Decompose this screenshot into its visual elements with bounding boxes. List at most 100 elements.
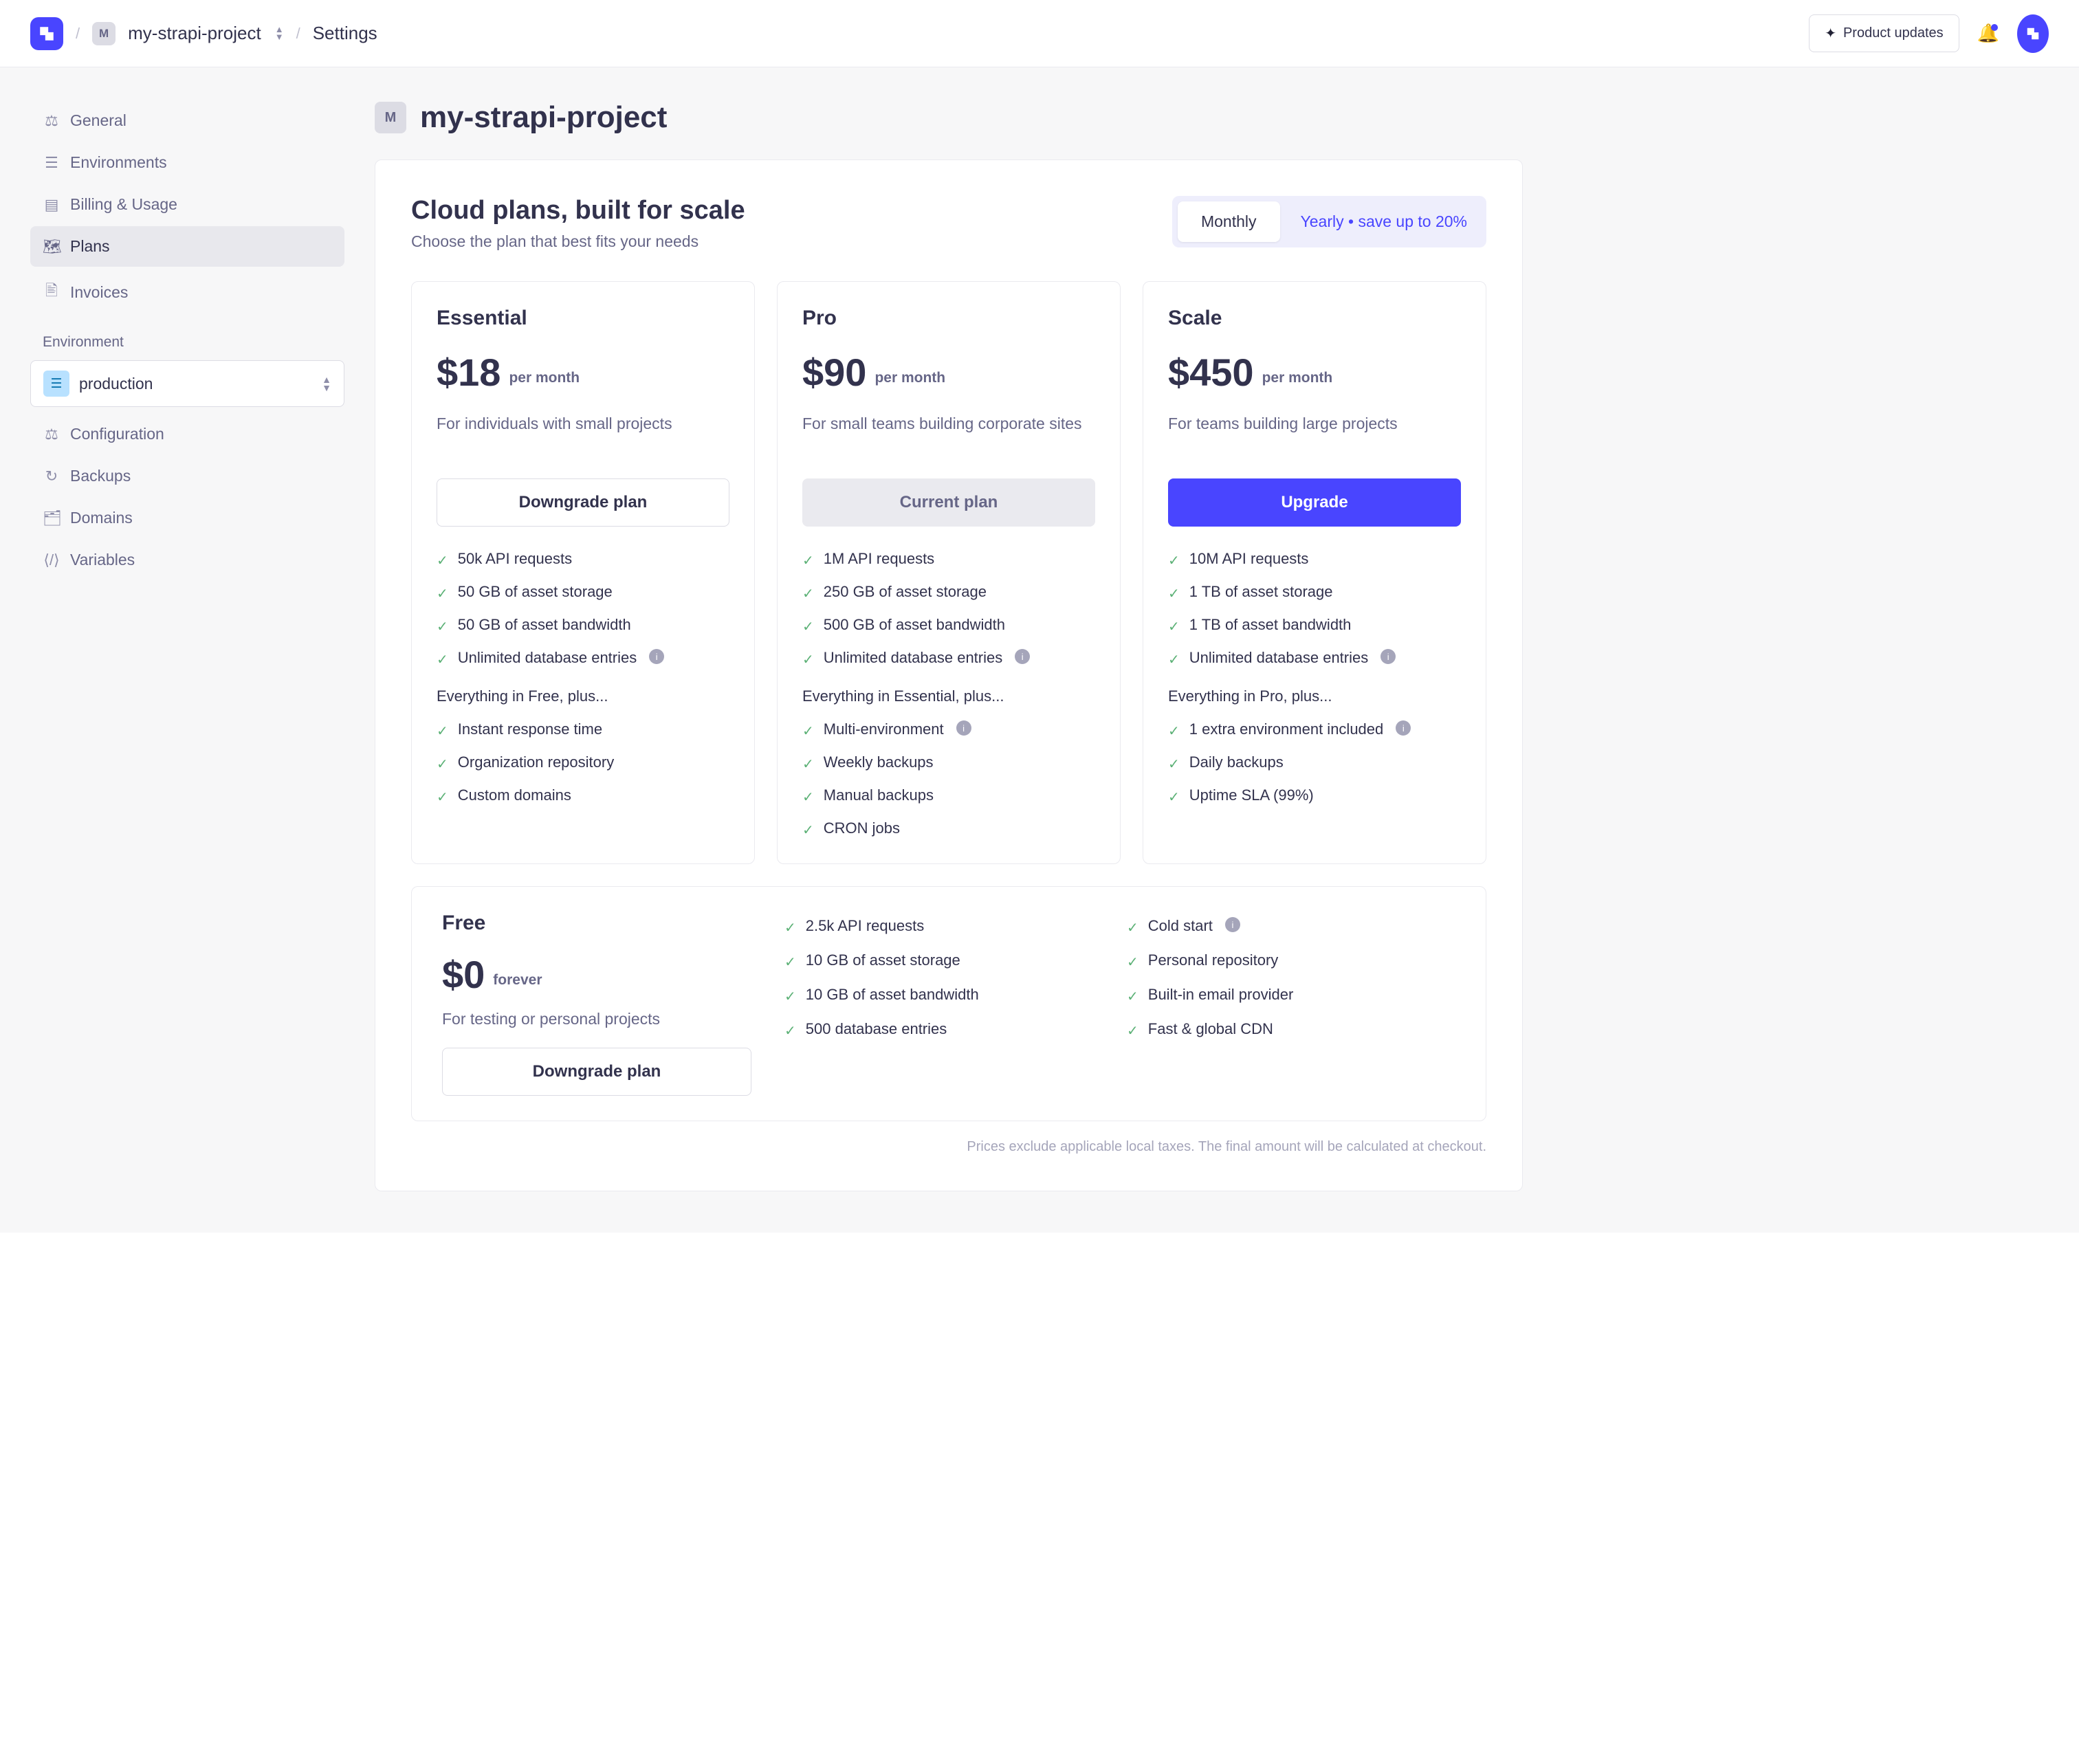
breadcrumb-separator: / — [76, 25, 80, 43]
strapi-logo[interactable] — [30, 17, 63, 50]
info-icon[interactable]: i — [1225, 917, 1240, 932]
sidebar-item-variables[interactable]: ⟨/⟩ Variables — [30, 540, 344, 580]
refresh-icon: ↻ — [43, 467, 60, 485]
plan-name: Free — [442, 912, 771, 935]
info-icon[interactable]: i — [1015, 649, 1030, 664]
feature-item: ✓ 50 GB of asset storage — [437, 583, 729, 602]
notification-dot — [1991, 24, 1998, 31]
plans-subheading: Choose the plan that best fits your need… — [411, 232, 745, 251]
sidebar-item-label: Billing & Usage — [70, 195, 177, 214]
plan-action-button-pro[interactable]: Current plan — [802, 478, 1095, 527]
sidebar-item-label: Domains — [70, 509, 133, 527]
page-body: ⚖ General ☰ Environments ▤ Billing & Usa… — [0, 67, 2079, 1233]
monthly-toggle-button[interactable]: Monthly — [1178, 201, 1280, 242]
check-icon: ✓ — [1168, 552, 1180, 569]
breadcrumb-group: / M my-strapi-project ▲ ▼ / Settings — [30, 17, 377, 50]
sidebar-item-general[interactable]: ⚖ General — [30, 100, 344, 141]
plan-description: For individuals with small projects — [437, 412, 729, 458]
sidebar-item-label: Invoices — [70, 283, 128, 302]
check-icon: ✓ — [1168, 789, 1180, 806]
check-icon: ✓ — [437, 585, 448, 602]
environment-selector[interactable]: ☰ production ▲ ▼ — [30, 360, 344, 407]
plan-feature-list: ✓ 50k API requests ✓ 50 GB of asset stor… — [437, 550, 729, 806]
sidebar-item-label: Variables — [70, 551, 135, 569]
plan-price-period: per month — [874, 370, 945, 392]
check-icon: ✓ — [1127, 988, 1138, 1005]
plan-card-free: Free $0 forever For testing or personal … — [411, 886, 1486, 1121]
breadcrumb-project-name[interactable]: my-strapi-project — [128, 23, 261, 44]
layers-icon: ☰ — [43, 154, 60, 172]
feature-item: ✓ 1 TB of asset bandwidth — [1168, 616, 1461, 635]
sidebar-item-label: Environments — [70, 153, 167, 172]
check-icon: ✓ — [784, 919, 796, 936]
info-icon[interactable]: i — [1380, 649, 1396, 664]
sidebar-item-domains[interactable]: 🗂 Domains — [30, 498, 344, 538]
main-content: M my-strapi-project Cloud plans, built f… — [375, 67, 2079, 1233]
info-icon[interactable]: i — [956, 720, 971, 736]
check-icon: ✓ — [1168, 618, 1180, 635]
plan-action-button-free[interactable]: Downgrade plan — [442, 1048, 751, 1096]
page-title-row: M my-strapi-project — [375, 100, 2049, 135]
feature-item: ✓ 50 GB of asset bandwidth — [437, 616, 729, 635]
free-plan-left-column: Free $0 forever For testing or personal … — [442, 912, 771, 1096]
feature-item: ✓ Unlimited database entries i — [437, 649, 729, 668]
check-icon: ✓ — [1168, 585, 1180, 602]
plan-feature-list: ✓ 10M API requests ✓ 1 TB of asset stora… — [1168, 550, 1461, 806]
environment-selected-label: production — [79, 375, 312, 393]
pricing-disclaimer: Prices exclude applicable local taxes. T… — [411, 1139, 1486, 1155]
check-icon: ✓ — [802, 789, 814, 806]
feature-item: ✓ CRON jobs — [802, 819, 1095, 839]
info-icon[interactable]: i — [649, 649, 664, 664]
invoice-icon: 🖹 — [43, 279, 60, 305]
left-sidebar: ⚖ General ☰ Environments ▤ Billing & Usa… — [0, 67, 375, 1233]
project-switcher-icon[interactable]: ▲ ▼ — [275, 26, 284, 41]
user-avatar-menu[interactable] — [2017, 14, 2049, 53]
plans-panel-header: Cloud plans, built for scale Choose the … — [411, 196, 1486, 251]
check-icon: ✓ — [802, 618, 814, 635]
settings-nav-list: ⚖ General ☰ Environments ▤ Billing & Usa… — [30, 100, 344, 316]
map-icon: 🗺 — [43, 238, 60, 256]
plan-action-button-essential[interactable]: Downgrade plan — [437, 478, 729, 527]
product-updates-button[interactable]: ✦ Product updates — [1809, 14, 1959, 52]
feature-item: ✓ 10 GB of asset storage — [784, 951, 1113, 971]
yearly-toggle-button[interactable]: Yearly • save up to 20% — [1287, 201, 1481, 242]
feature-sub-heading: Everything in Free, plus... — [437, 687, 729, 705]
free-plan-features-col2: ✓ Cold start i ✓ Personal repository ✓ B… — [1127, 912, 1455, 1039]
feature-item: ✓ Custom domains — [437, 786, 729, 806]
feature-item: ✓ Personal repository — [1127, 951, 1455, 971]
feature-item: ✓ Organization repository — [437, 753, 729, 773]
sidebar-item-invoices[interactable]: 🖹 Invoices — [30, 268, 344, 316]
plan-action-button-scale[interactable]: Upgrade — [1168, 478, 1461, 527]
plan-price-period: per month — [509, 370, 580, 392]
feature-item: ✓ 1M API requests — [802, 550, 1095, 569]
plan-description: For small teams building corporate sites — [802, 412, 1095, 458]
feature-item: ✓ 250 GB of asset storage — [802, 583, 1095, 602]
sidebar-item-plans[interactable]: 🗺 Plans — [30, 226, 344, 267]
plan-price: $0 — [442, 956, 485, 994]
feature-item: ✓ Daily backups — [1168, 753, 1461, 773]
plan-price: $450 — [1168, 353, 1254, 392]
check-icon: ✓ — [784, 953, 796, 971]
feature-item: ✓ Multi-environment i — [802, 720, 1095, 740]
check-icon: ✓ — [1127, 919, 1138, 936]
sidebar-item-configuration[interactable]: ⚖ Configuration — [30, 414, 344, 454]
sidebar-item-backups[interactable]: ↻ Backups — [30, 456, 344, 496]
breadcrumb-separator-2: / — [296, 25, 300, 43]
sliders-icon: ⚖ — [43, 112, 60, 130]
archive-icon: 🗂 — [43, 509, 60, 527]
sidebar-item-environments[interactable]: ☰ Environments — [30, 142, 344, 183]
feature-item: ✓ 1 TB of asset storage — [1168, 583, 1461, 602]
breadcrumb-settings[interactable]: Settings — [313, 23, 377, 44]
free-plan-features-col1: ✓ 2.5k API requests ✓ 10 GB of asset sto… — [784, 912, 1113, 1039]
feature-sub-heading: Everything in Essential, plus... — [802, 687, 1095, 705]
feature-item: ✓ Weekly backups — [802, 753, 1095, 773]
plan-name: Essential — [437, 307, 729, 330]
info-icon[interactable]: i — [1396, 720, 1411, 736]
page-title: my-strapi-project — [420, 100, 667, 135]
plan-card-essential: Essential $18 per month For individuals … — [411, 281, 755, 864]
environment-selector-chevron[interactable]: ▲ ▼ — [322, 376, 331, 392]
check-icon: ✓ — [1168, 723, 1180, 740]
sidebar-item-billing[interactable]: ▤ Billing & Usage — [30, 184, 344, 225]
notifications-button[interactable]: 🔔 — [1977, 23, 1999, 44]
sidebar-item-label: Plans — [70, 237, 110, 256]
